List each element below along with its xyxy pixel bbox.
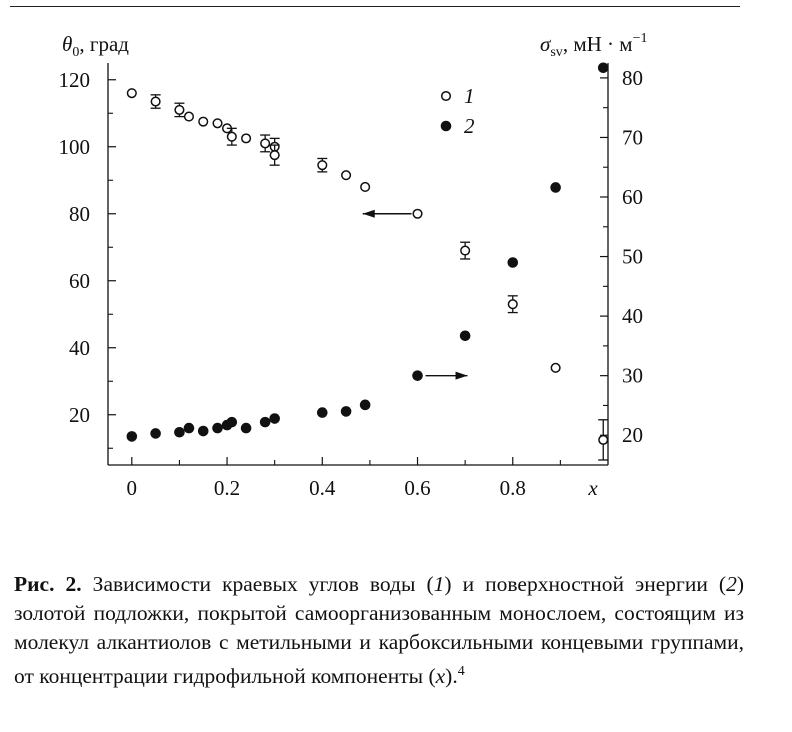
data-point-open: [269, 150, 280, 161]
y-right-axis-label: σsv, мН · м−1: [540, 31, 647, 60]
data-point-open: [598, 434, 609, 445]
data-point-filled: [340, 406, 352, 417]
caption-text-4: ).: [445, 664, 458, 689]
data-point-filled: [316, 407, 328, 418]
y-right-tick-label: 70: [622, 125, 643, 149]
data-point-filled: [212, 422, 223, 434]
data-point-filled: [259, 416, 271, 428]
data-point-open: [212, 118, 223, 129]
data-point-filled: [197, 425, 209, 437]
data-point-open: [183, 111, 195, 122]
axis-ticks: 0 0.2 0.4 0.6 0.8 20 40 60 80 100 120 20 30 40 50 60 70 8…: [59, 66, 644, 500]
data-point-filled: [240, 422, 252, 434]
y-left-axis-label: θ0, град: [62, 32, 129, 60]
series-1: [126, 88, 609, 461]
data-point-open: [550, 362, 561, 373]
data-point-filled: [269, 413, 280, 424]
caption-var: x: [435, 664, 446, 689]
caption-text-2: ) и поверхностной энергии (: [444, 572, 727, 596]
y-right-tick-label: 40: [622, 304, 643, 328]
annotation-arrow-head: [362, 209, 375, 218]
caption-footnote: 4: [457, 664, 465, 679]
figure-caption: Рис. 2. Зависимости краевых углов воды (…: [14, 570, 744, 691]
caption-ref-1: 1: [433, 572, 445, 596]
data-point-open: [460, 245, 471, 256]
y-right-tick-label: 30: [622, 364, 643, 388]
data-point-filled: [507, 257, 519, 268]
y-left-tick-label: 120: [59, 68, 91, 92]
scatter-chart: 0 0.2 0.4 0.6 0.8 20 40 60 80 100 120 20 30 40 50 60 70 8…: [59, 31, 648, 500]
data-point-open: [174, 104, 185, 115]
annotation-arrow-head: [455, 371, 468, 380]
series-2: [126, 62, 609, 442]
data-point-filled: [183, 422, 195, 434]
x-tick-label: 0: [127, 476, 138, 500]
legend-marker-filled: [440, 120, 452, 132]
legend-label: 1: [464, 84, 475, 108]
y-right-tick-label: 80: [622, 66, 643, 90]
data-point-open: [360, 181, 371, 192]
y-left-tick-label: 100: [59, 135, 91, 159]
caption-text-3: ) золотой подложки, покрытой самоорганиз…: [14, 572, 744, 689]
data-point-open: [412, 208, 423, 219]
data-point-filled: [359, 399, 371, 411]
annotations: [362, 209, 468, 380]
data-point-open: [226, 131, 237, 142]
data-point-filled: [174, 426, 185, 438]
data-point-filled: [126, 431, 138, 442]
x-axis-label: x: [587, 476, 598, 500]
caption-text-1: Зависимости краевых углов воды (: [81, 572, 434, 596]
x-tick-label: 0.2: [214, 476, 240, 500]
x-tick-label: 0.6: [404, 476, 430, 500]
top-rule: [10, 6, 740, 7]
legend: 12: [440, 84, 475, 138]
data-point-filled: [150, 428, 161, 439]
y-right-tick-label: 60: [622, 185, 643, 209]
data-point-filled: [550, 182, 561, 193]
data-point-open: [241, 133, 252, 144]
y-right-tick-label: 50: [622, 245, 643, 269]
data-point-open: [341, 170, 352, 181]
data-point-filled: [597, 62, 609, 74]
axis-labels: θ0, град σsv, мН · м−1 x: [62, 31, 647, 500]
data-point-open: [260, 138, 271, 149]
plot-frame: [107, 63, 609, 466]
y-left-tick-label: 20: [69, 403, 90, 427]
data-point-filled: [459, 330, 471, 342]
y-left-tick-label: 80: [69, 202, 90, 226]
data-point-filled: [226, 416, 238, 428]
data-point-open: [507, 299, 518, 310]
legend-label: 2: [464, 114, 475, 138]
data-point-filled: [412, 370, 423, 381]
y-right-tick-label: 20: [622, 423, 643, 447]
x-tick-label: 0.4: [309, 476, 336, 500]
caption-ref-2: 2: [726, 572, 737, 596]
y-left-tick-label: 60: [69, 269, 90, 293]
legend-marker-open: [440, 90, 452, 102]
x-tick-label: 0.8: [500, 476, 526, 500]
caption-label: Рис. 2.: [14, 572, 82, 596]
data-point-open: [317, 160, 328, 171]
data-point-open: [198, 116, 209, 127]
data-point-open: [150, 96, 161, 107]
data-point-open: [126, 88, 137, 99]
y-left-tick-label: 40: [69, 336, 90, 360]
